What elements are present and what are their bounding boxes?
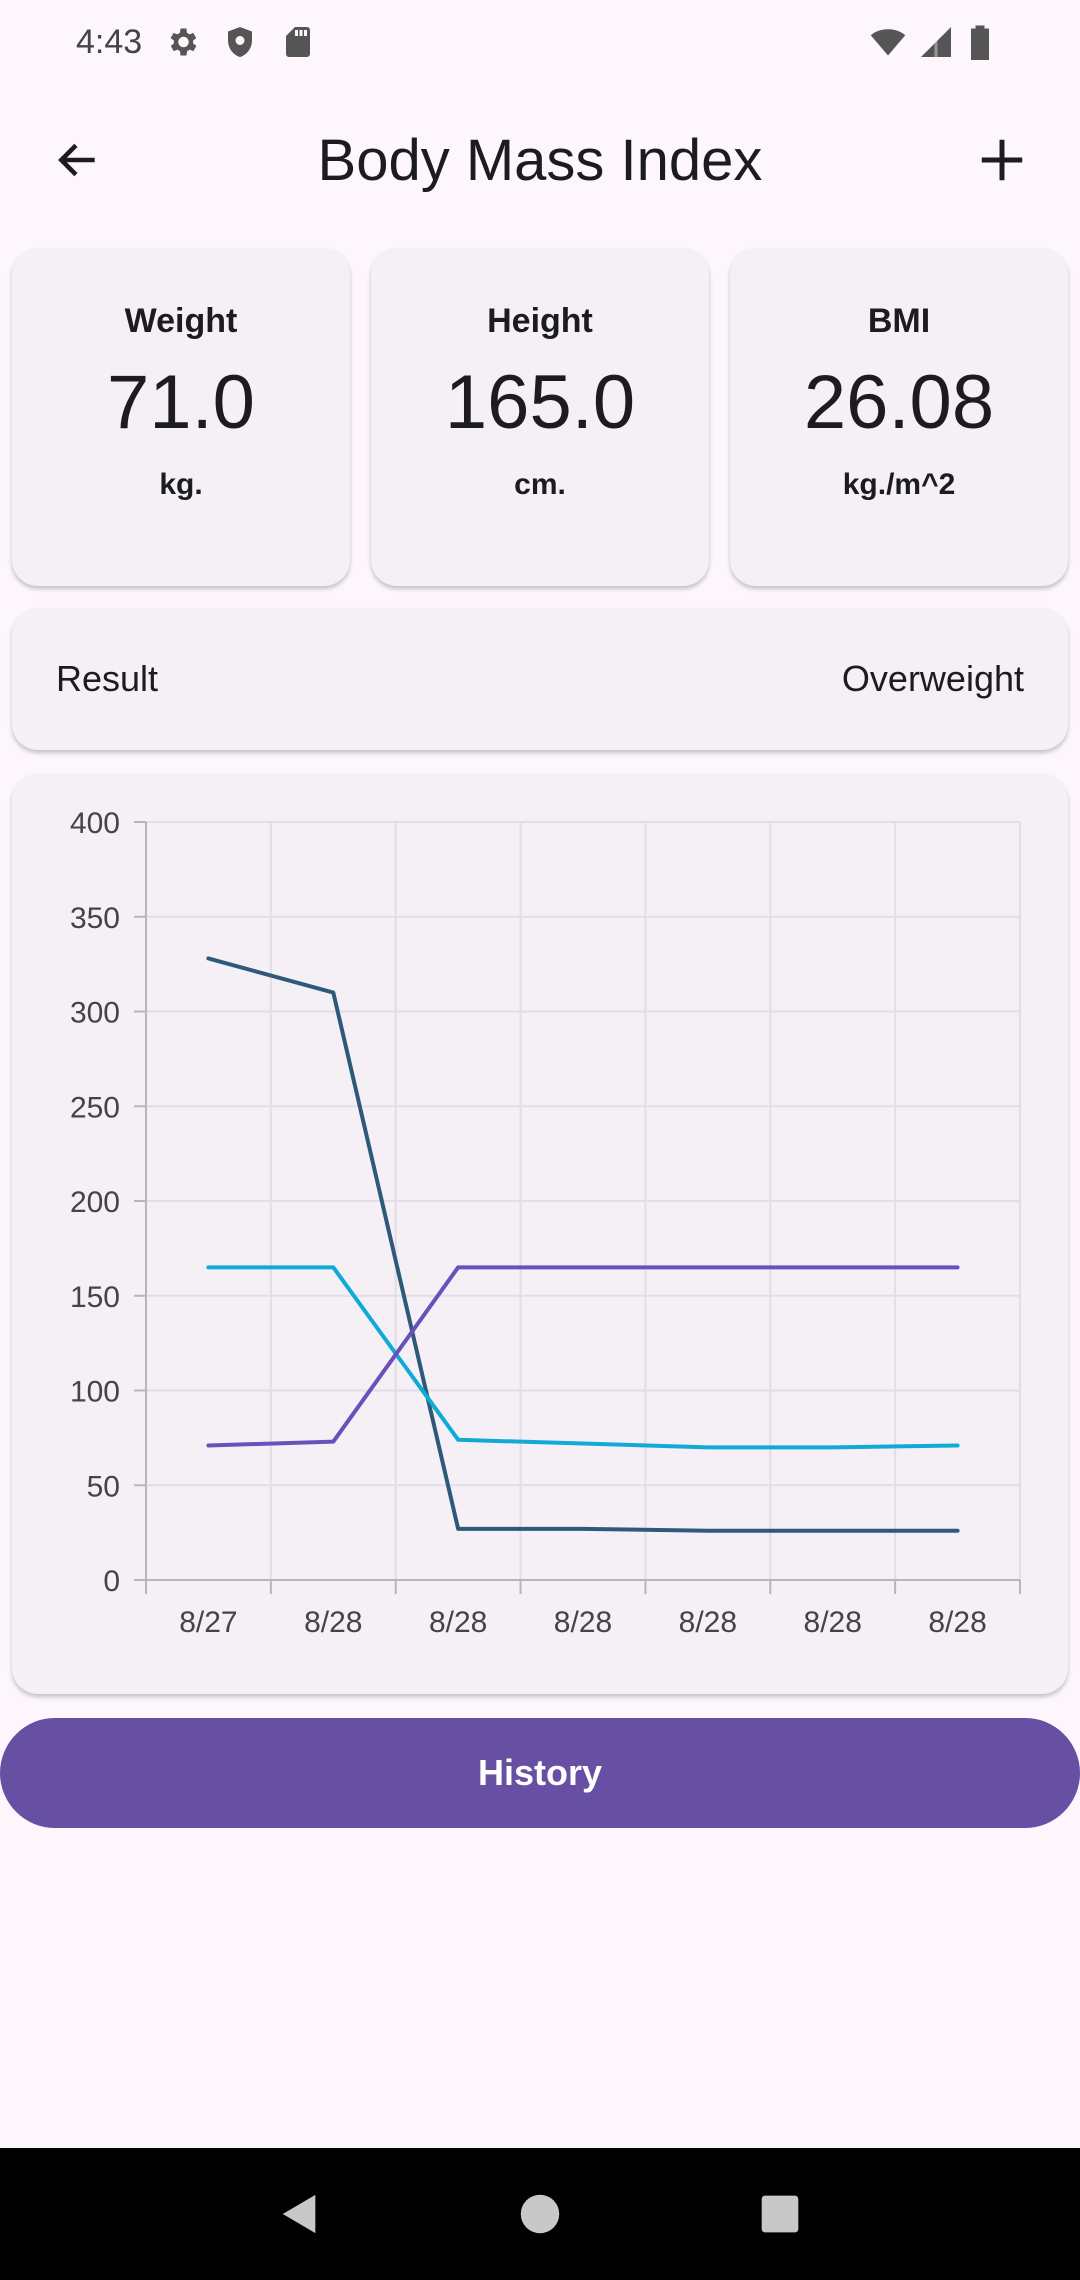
- back-triangle-icon: [282, 2194, 316, 2234]
- stat-cards: Weight 71.0 kg. Height 165.0 cm. BMI 26.…: [12, 248, 1068, 586]
- status-bar: 4:43: [0, 0, 1080, 84]
- card-value: 71.0: [107, 360, 255, 445]
- y-tick-label: 300: [70, 997, 120, 1030]
- weight-card: Weight 71.0 kg.: [12, 248, 350, 586]
- arrow-left-icon: [58, 143, 95, 177]
- x-tick-label: 8/28: [928, 1606, 986, 1639]
- nav-recents-button[interactable]: [750, 2184, 810, 2244]
- y-tick-label: 400: [70, 807, 120, 840]
- y-tick-label: 100: [70, 1376, 120, 1409]
- x-tick-label: 8/27: [179, 1606, 237, 1639]
- status-right: [868, 24, 1004, 60]
- y-tick-label: 350: [70, 902, 120, 935]
- navigation-bar: [0, 2148, 1080, 2280]
- height-card: Height 165.0 cm.: [371, 248, 709, 586]
- x-tick-label: 8/28: [679, 1606, 737, 1639]
- x-tick-label: 8/28: [429, 1606, 487, 1639]
- x-tick-label: 8/28: [304, 1606, 362, 1639]
- card-value: 26.08: [803, 360, 995, 445]
- back-button[interactable]: [44, 126, 112, 194]
- plus-icon: [981, 139, 1023, 181]
- card-unit: kg.: [159, 468, 203, 501]
- history-button[interactable]: History: [0, 1718, 1080, 1828]
- y-tick-label: 50: [87, 1470, 120, 1503]
- shield-icon: [222, 24, 258, 60]
- card-unit: cm.: [514, 468, 566, 501]
- signal-icon: [918, 24, 954, 60]
- y-tick-label: 150: [70, 1281, 120, 1314]
- nav-back-button[interactable]: [270, 2184, 330, 2244]
- wifi-icon: [868, 24, 906, 60]
- card-label: BMI: [867, 302, 931, 340]
- battery-icon: [968, 24, 1004, 60]
- status-left: 4:43: [76, 23, 316, 62]
- page-title: Body Mass Index: [317, 127, 763, 193]
- y-tick-label: 0: [103, 1565, 120, 1598]
- bmi-card: BMI 26.08 kg./m^2: [730, 248, 1068, 586]
- y-tick-label: 200: [70, 1186, 120, 1219]
- y-tick-label: 250: [70, 1091, 120, 1124]
- home-circle-icon: [520, 2194, 560, 2234]
- result-value: Overweight: [841, 658, 1024, 699]
- x-tick-label: 8/28: [804, 1606, 862, 1639]
- x-tick-label: 8/28: [554, 1606, 612, 1639]
- status-time: 4:43: [76, 22, 143, 61]
- series-line-1: [206, 1265, 960, 1450]
- series-line-0: [206, 956, 960, 1533]
- series-line-2: [206, 1265, 960, 1448]
- nav-home-button[interactable]: [510, 2184, 570, 2244]
- card-unit: kg./m^2: [842, 468, 956, 501]
- app-bar: Body Mass Index: [0, 100, 1080, 220]
- bmi-history-chart: 0 50 100 150 200 250 300 350 400 8/27 8/28 8/28 8/28…: [70, 807, 1021, 1639]
- card-value: 165.0: [444, 360, 636, 445]
- sd-card-icon: [280, 24, 316, 60]
- recents-square-icon: [761, 2195, 799, 2233]
- add-button[interactable]: [968, 126, 1036, 194]
- settings-icon: [164, 24, 200, 60]
- result-row: Result Overweight: [12, 608, 1068, 750]
- card-label: Height: [487, 302, 593, 340]
- chart-card: 0 50 100 150 200 250 300 350 400 8/27 8/28 8/28 8/28…: [12, 774, 1068, 1694]
- result-label: Result: [56, 658, 159, 699]
- card-label: Weight: [124, 302, 238, 340]
